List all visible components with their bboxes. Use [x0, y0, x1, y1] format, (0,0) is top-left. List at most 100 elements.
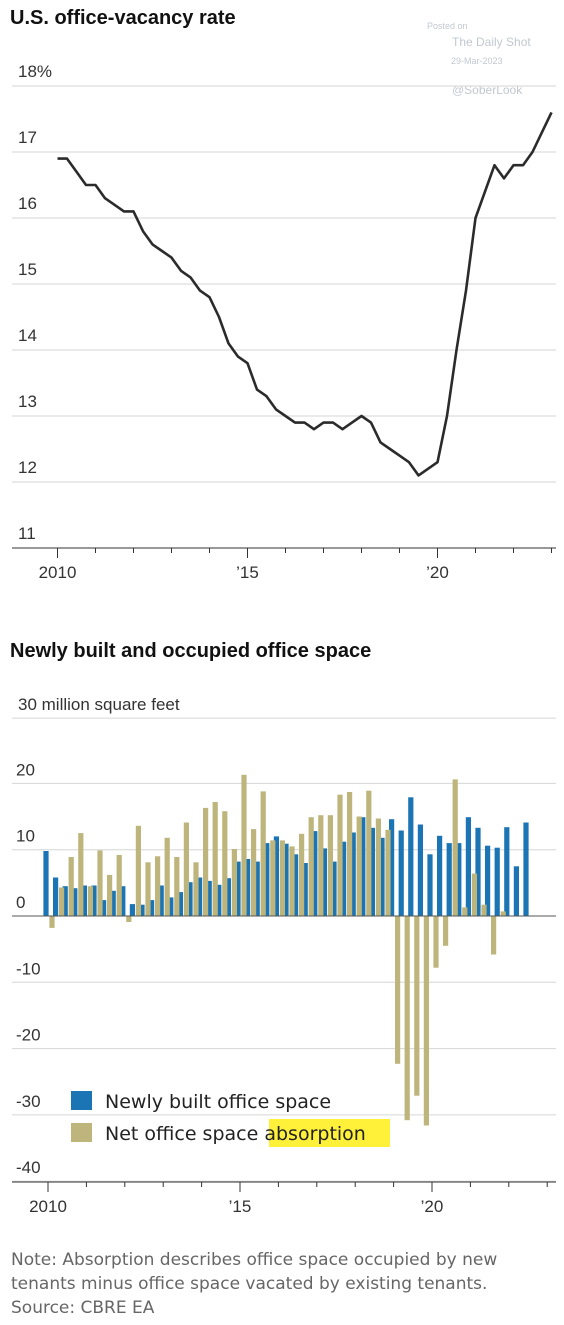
- chart2-unit-label: 30 million square feet: [18, 695, 180, 714]
- bar-newly-built: [206, 880, 212, 916]
- chart2-x-tick-label: ’20: [421, 1197, 444, 1216]
- bar-net-absorption: [318, 815, 324, 916]
- bar-newly-built: [446, 843, 452, 916]
- bar-net-absorption: [308, 817, 314, 916]
- chart2-x-ticks: 2010 ’15 ’20: [29, 1182, 548, 1216]
- source-text: Source: CBRE EA: [11, 1298, 155, 1318]
- bar-net-absorption: [337, 794, 343, 916]
- bar-net-absorption: [203, 807, 209, 916]
- watermark-handle: @SoberLook: [452, 83, 523, 97]
- watermark-date: 29-Mar-2023: [451, 56, 503, 66]
- bar-newly-built: [158, 885, 164, 916]
- bar-net-absorption: [395, 916, 401, 1064]
- bar-net-absorption: [433, 916, 439, 968]
- bar-newly-built: [120, 886, 126, 916]
- bar-net-absorption: [375, 818, 381, 916]
- chart2-y-tick-label: -40: [16, 1158, 41, 1177]
- chart1-x-tick-label: ’20: [426, 563, 449, 582]
- bar-newly-built: [91, 885, 97, 916]
- chart2-y-tick-label: -20: [16, 1026, 41, 1045]
- bar-newly-built: [187, 882, 193, 916]
- chart1-y-tick-label: 12: [18, 458, 37, 477]
- chart1-gridlines: [12, 85, 556, 483]
- bar-newly-built: [168, 897, 174, 916]
- bar-net-absorption: [289, 846, 295, 916]
- bar-newly-built: [293, 854, 299, 916]
- bar-newly-built: [197, 877, 203, 916]
- chart1-x-tick-label: 2010: [39, 563, 77, 582]
- chart2-y-tick-label: -30: [16, 1092, 41, 1111]
- bar-newly-built: [43, 851, 49, 916]
- chart2-gridlines: [12, 717, 556, 1182]
- legend-label-absorption: Net office space absorption: [105, 1123, 366, 1145]
- chart1-y-tick-label: 14: [18, 326, 37, 345]
- bar-net-absorption: [135, 825, 141, 916]
- bar-net-absorption: [452, 779, 458, 916]
- chart2-y-tick-labels: -40 -30 -20 -10 0 10 20: [16, 760, 41, 1177]
- bar-newly-built: [360, 817, 366, 916]
- bar-newly-built: [264, 843, 270, 916]
- chart2-y-tick-label: -10: [16, 959, 41, 978]
- bar-newly-built: [216, 884, 222, 916]
- chart2-x-tick-label: ’15: [229, 1197, 252, 1216]
- chart2-y-tick-label: 20: [16, 760, 35, 779]
- bar-newly-built: [341, 841, 347, 916]
- bar-net-absorption: [260, 791, 266, 916]
- chart1-y-tick-labels: 11 12 13 14 15 16 17 18%: [18, 62, 52, 543]
- bar-net-absorption: [462, 907, 468, 916]
- bar-newly-built: [389, 819, 395, 916]
- bar-newly-built: [350, 832, 356, 916]
- bar-net-absorption: [97, 850, 103, 916]
- chart1-y-tick-label: 15: [18, 260, 37, 279]
- bar-newly-built: [283, 843, 289, 916]
- chart1-x-ticks: 2010 ’15 ’20: [39, 548, 552, 582]
- legend-swatch-absorption: [71, 1123, 92, 1142]
- bar-net-absorption: [126, 916, 132, 922]
- bar-net-absorption: [414, 916, 420, 1096]
- bar-newly-built: [379, 837, 385, 916]
- bar-net-absorption: [471, 873, 477, 916]
- bar-newly-built: [494, 847, 500, 916]
- bar-newly-built: [245, 859, 251, 916]
- bar-net-absorption: [107, 874, 113, 916]
- bar-net-absorption: [174, 857, 180, 916]
- bar-newly-built: [437, 835, 443, 916]
- chart1-y-tick-label: 16: [18, 194, 37, 213]
- chart1-y-tick-label: 18%: [18, 62, 52, 81]
- bar-net-absorption: [164, 837, 170, 916]
- bar-net-absorption: [212, 802, 218, 916]
- bar-net-absorption: [155, 856, 161, 916]
- bar-newly-built: [475, 827, 481, 916]
- bar-newly-built: [456, 843, 462, 916]
- bar-net-absorption: [279, 840, 285, 916]
- chart2-y-tick-label: 0: [16, 893, 25, 912]
- bar-newly-built: [485, 845, 491, 916]
- chart2-x-tick-label: 2010: [29, 1197, 67, 1216]
- bar-newly-built: [427, 854, 433, 916]
- bar-net-absorption: [443, 916, 449, 946]
- bar-newly-built: [513, 866, 519, 916]
- bar-newly-built: [302, 863, 308, 916]
- bar-newly-built: [523, 822, 529, 916]
- bar-net-absorption: [78, 833, 84, 916]
- chart1-y-tick-label: 11: [18, 524, 36, 543]
- note-text: Note: Absorption describes office space …: [11, 1250, 498, 1294]
- bar-newly-built: [129, 904, 135, 916]
- bar-newly-built: [331, 861, 337, 916]
- bar-newly-built: [504, 827, 510, 916]
- watermark-site: The Daily Shot: [452, 35, 531, 49]
- bar-newly-built: [312, 831, 318, 916]
- bar-net-absorption: [87, 886, 93, 916]
- bar-net-absorption: [183, 822, 189, 916]
- bar-net-absorption: [59, 887, 65, 916]
- bar-net-absorption: [270, 840, 276, 916]
- bar-net-absorption: [366, 790, 372, 916]
- bar-newly-built: [321, 848, 327, 916]
- bar-newly-built: [225, 878, 231, 916]
- bar-net-absorption: [347, 792, 353, 916]
- bar-newly-built: [273, 836, 279, 916]
- bar-net-absorption: [500, 911, 506, 916]
- chart2-y-tick-label: 10: [16, 827, 35, 846]
- bar-net-absorption: [423, 916, 429, 1126]
- bar-newly-built: [62, 886, 68, 916]
